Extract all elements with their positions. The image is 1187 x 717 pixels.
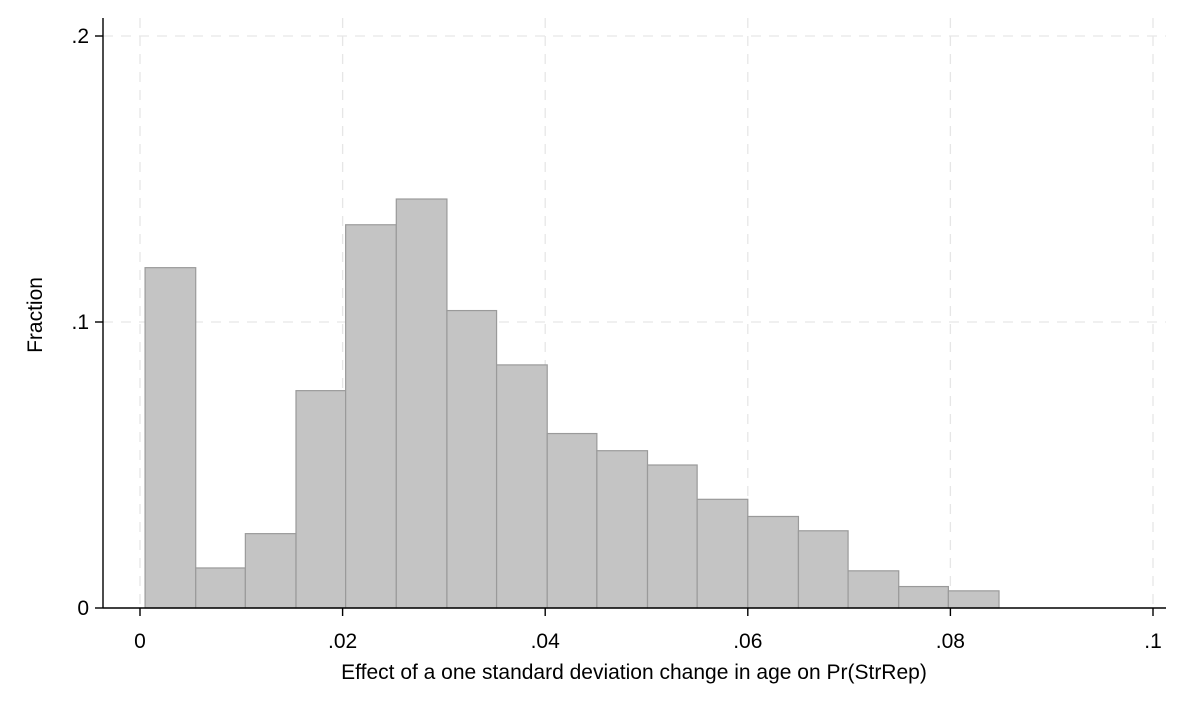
histogram-bar (495, 364, 548, 609)
histogram-bar (546, 432, 598, 609)
y-tick-label: .1 (71, 311, 89, 334)
histogram-bar (797, 530, 849, 609)
x-tick-label: .04 (531, 630, 561, 653)
y-tick-label: 0 (77, 597, 89, 620)
x-tick-label: .02 (328, 630, 357, 653)
histogram-bar (646, 464, 698, 609)
y-axis-title: Fraction (24, 277, 47, 353)
histogram-bar (696, 498, 749, 609)
axes (102, 18, 1166, 609)
histogram-bars (144, 198, 1000, 609)
x-tick-label: .08 (936, 630, 965, 653)
histogram-bar (395, 198, 448, 609)
x-axis-title: Effect of a one standard deviation chang… (341, 661, 927, 684)
histogram-bar (244, 533, 297, 609)
gridlines (103, 18, 1166, 608)
histogram-bar (345, 224, 397, 609)
histogram-bar (596, 450, 649, 609)
histogram-bar (295, 390, 347, 609)
y-tick-label: .2 (71, 25, 89, 48)
axis-ticks: 0 .02 .04 .06 .08 .1 0 .1 .2 (71, 25, 1161, 653)
x-tick-label: .1 (1144, 630, 1162, 653)
histogram-bar (847, 570, 900, 609)
histogram-bar (898, 585, 949, 609)
histogram-bar (144, 267, 197, 609)
x-tick-label: 0 (134, 630, 146, 653)
x-tick-label: .06 (733, 630, 762, 653)
histogram-bar (747, 515, 800, 609)
histogram-bar (947, 590, 1000, 609)
histogram-bar (446, 309, 498, 609)
histogram-bar (195, 567, 246, 609)
